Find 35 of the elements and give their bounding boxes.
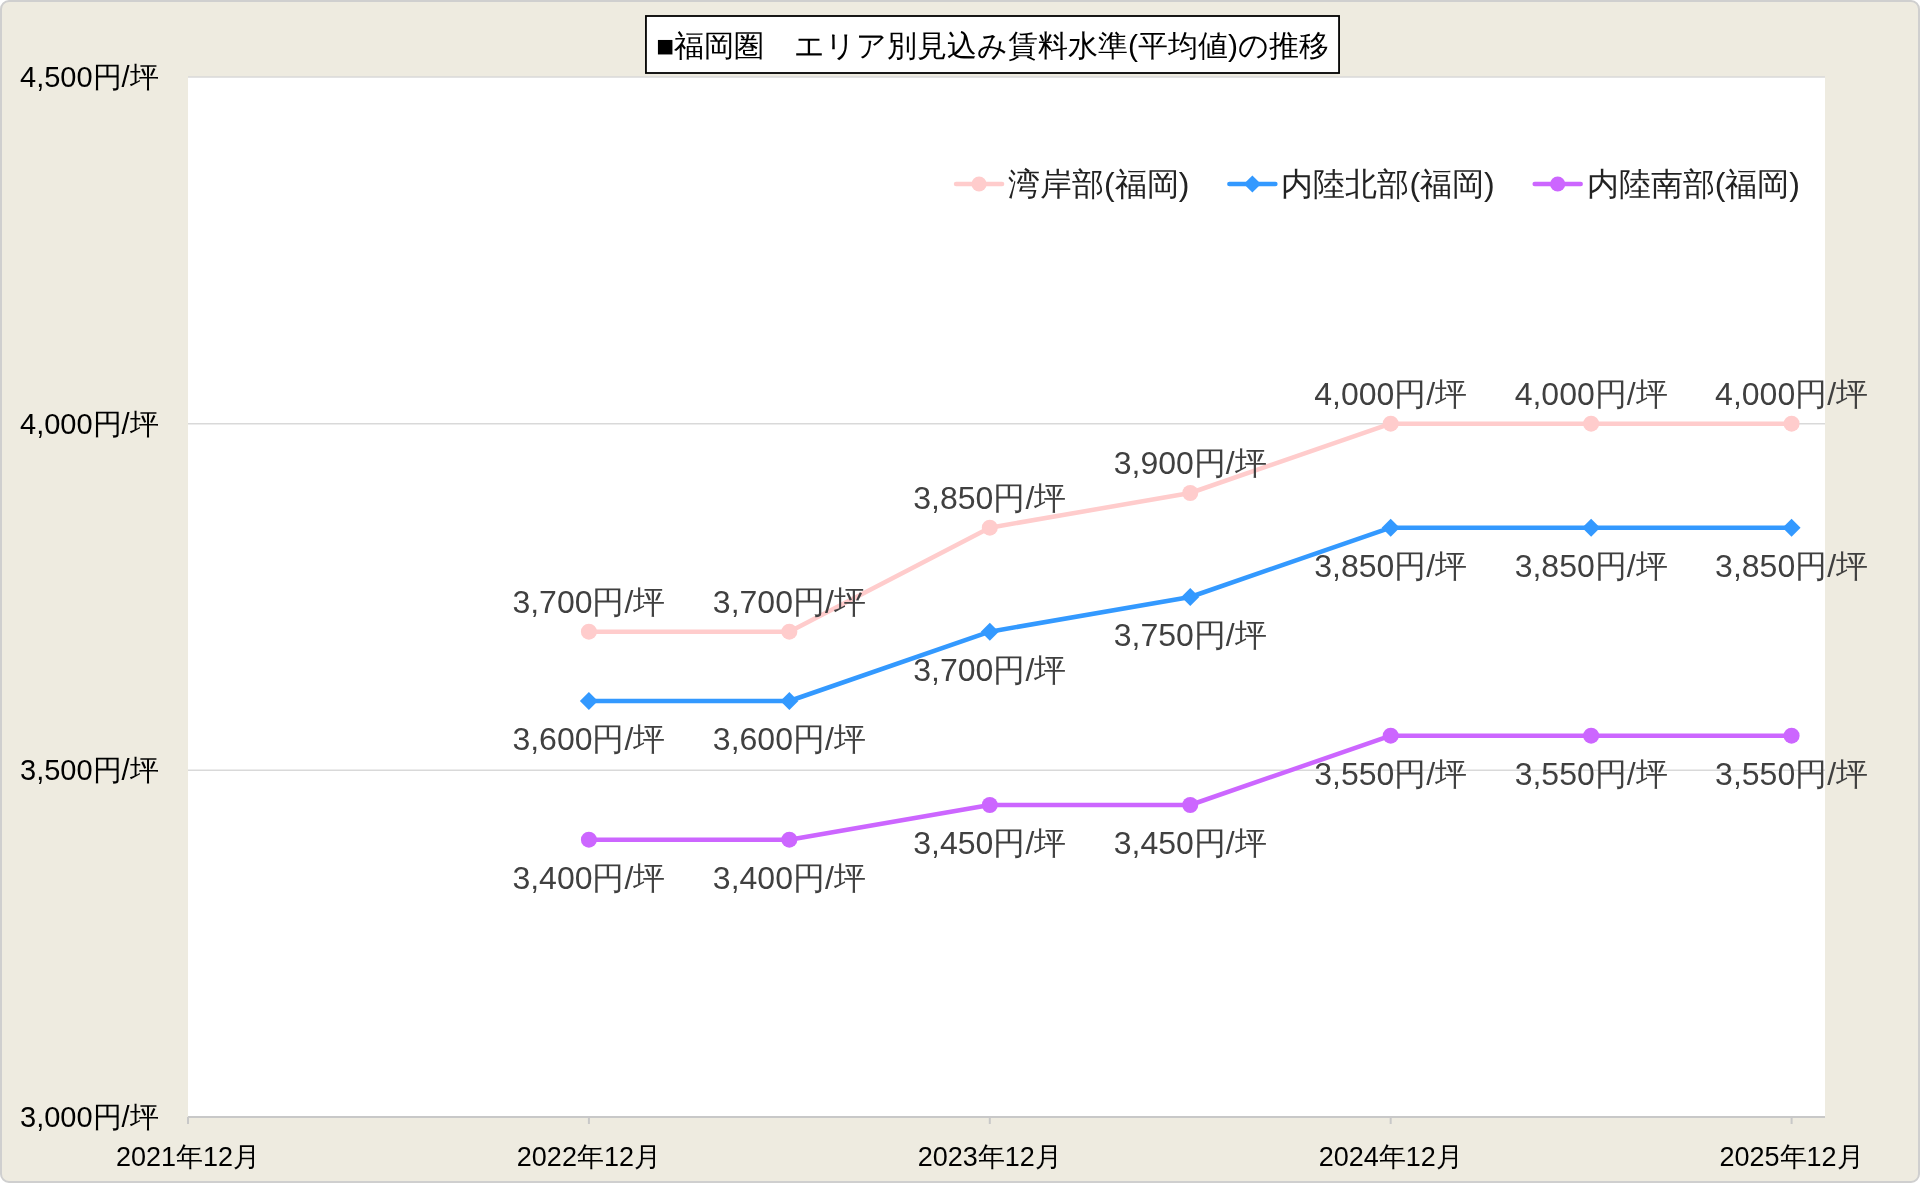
data-label: 4,000円/坪 [1314,375,1468,412]
data-label: 3,550円/坪 [1514,755,1668,792]
data-label: 4,000円/坪 [1514,375,1668,412]
legend-label: 内陸北部(福岡) [1281,166,1495,202]
chart-title: ■福岡圏 エリア別見込み賃料水準(平均値)の推移 [655,28,1330,62]
y-tick-label: 3,000円/坪 [20,1101,159,1133]
data-label: 3,700円/坪 [512,583,666,620]
data-label: 3,400円/坪 [712,859,866,896]
data-label: 3,700円/坪 [913,651,1067,688]
legend-label: 内陸南部(福岡) [1586,166,1800,202]
x-tick-label: 2024年12月 [1318,1142,1463,1172]
data-label: 3,600円/坪 [512,721,666,757]
y-tick-label: 4,000円/坪 [20,407,159,440]
data-label: 3,550円/坪 [1715,755,1869,792]
x-tick-label: 2021年12月 [115,1142,261,1172]
title: ■福岡圏 エリア別見込み賃料水準(平均値)の推移 [645,15,1340,74]
data-label: 3,400円/坪 [512,859,666,896]
data-label: 3,450円/坪 [913,825,1067,861]
legend-label: 湾岸部(福岡) [1008,166,1190,202]
x-tick-label: 2023年12月 [917,1142,1062,1172]
data-label: 3,900円/坪 [1113,445,1267,481]
data-label: 3,850円/坪 [1715,547,1869,584]
data-label: 3,850円/坪 [1314,547,1468,584]
data-label: 3,750円/坪 [1113,617,1267,653]
data-label: 3,700円/坪 [712,583,866,620]
x-tick-label: 2022年12月 [516,1142,661,1172]
data-label: 3,550円/坪 [1314,755,1468,792]
data-label: 3,850円/坪 [1514,547,1668,584]
data-label: 3,600円/坪 [712,721,866,757]
data-label: 3,850円/坪 [913,479,1067,516]
x-tick-label: 2025年12月 [1719,1142,1864,1172]
y-tick-label: 3,500円/坪 [20,754,159,787]
y-tick-label: 4,500円/坪 [20,61,159,93]
data-label: 4,000円/坪 [1715,375,1869,412]
data-label: 3,450円/坪 [1113,825,1267,861]
